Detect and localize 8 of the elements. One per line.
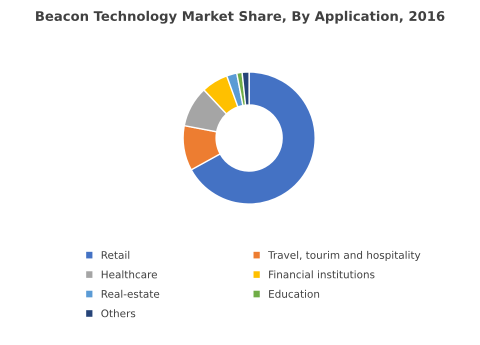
legend-label: Healthcare	[102, 270, 157, 278]
legend-label: Travel, tourim and hospitality	[268, 250, 420, 261]
chart-title: Beacon Technology Market Share, By Application, 2016	[36, 10, 444, 24]
legend-label: Education	[269, 290, 320, 298]
legend-label: Retail	[102, 250, 130, 259]
legend-label: Real-estate	[102, 290, 160, 298]
legend-label: Financial institutions	[269, 270, 374, 278]
legend-label: Others	[101, 309, 136, 318]
